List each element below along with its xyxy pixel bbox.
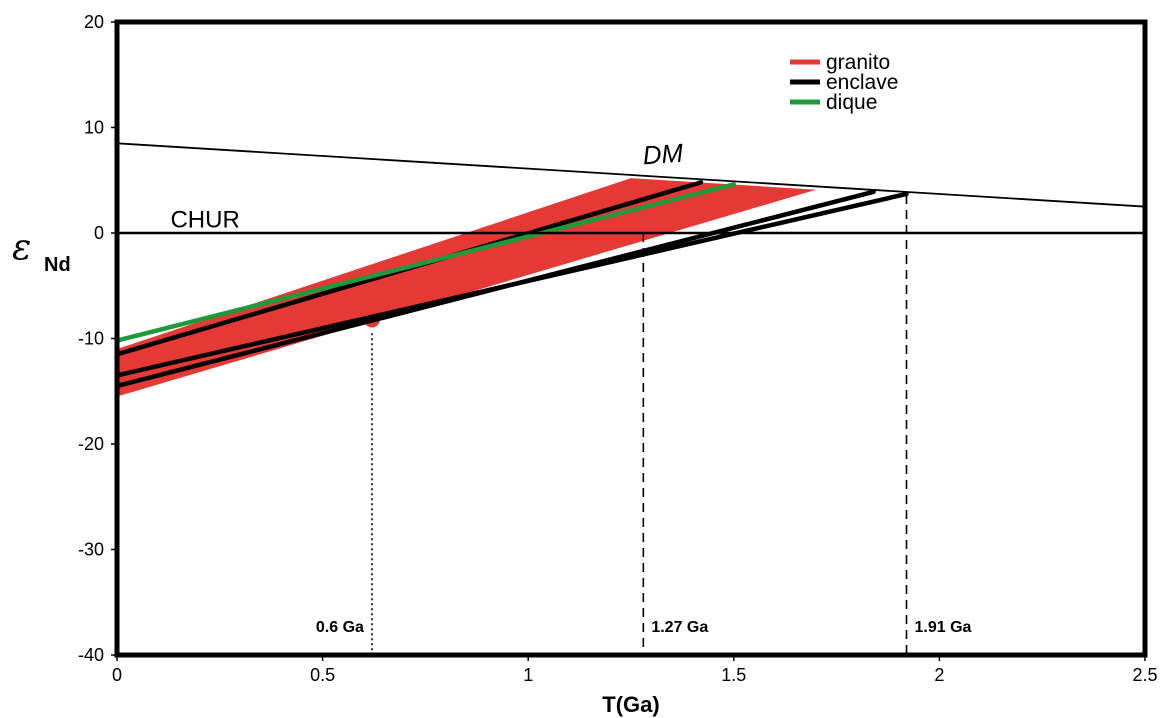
x-tick-label: 1.5 xyxy=(721,665,746,685)
legend-label-dique: dique xyxy=(826,91,877,114)
x-tick-label: 0 xyxy=(112,665,122,685)
model-age-label-1: 0.6 Ga xyxy=(316,619,364,636)
y-tick-label: -30 xyxy=(78,540,104,560)
y-tick-label: -20 xyxy=(78,434,104,454)
series-layer xyxy=(114,180,909,389)
x-tick-label: 2 xyxy=(934,665,944,685)
y-tick-label: -40 xyxy=(78,645,104,665)
x-tick-label: 2.5 xyxy=(1132,665,1157,685)
dm-reference-line xyxy=(116,142,1146,208)
y-tick-label: 0 xyxy=(94,223,104,243)
y-tick-label: 10 xyxy=(84,118,104,138)
model-age-layer: 0.6 Ga 1.27 Ga 1.91 Ga xyxy=(316,195,972,655)
x-tick-label: 1 xyxy=(523,665,533,685)
annotation-chur: CHUR xyxy=(170,207,239,234)
reference-lines-layer xyxy=(116,142,1146,235)
dique-line-4 xyxy=(114,182,737,343)
annotations-layer: DM CHUR xyxy=(170,138,684,234)
y-axis-label-epsilon: ε xyxy=(12,227,31,268)
model-age-label-2: 1.27 Ga xyxy=(651,619,708,636)
annotation-dm: DM xyxy=(642,138,685,171)
x-axis-label: T(Ga) xyxy=(602,692,659,717)
x-tick-label: 0.5 xyxy=(310,665,335,685)
legend-label-enclave: enclave xyxy=(826,71,898,94)
enclave-line-3 xyxy=(114,191,909,378)
ticks-layer: 0 0.5 1 1.5 2 2.5 -40 -30 -20 -10 0 10 20 xyxy=(78,12,1158,685)
y-axis-label: ε Nd xyxy=(12,227,71,276)
y-tick-label: -10 xyxy=(78,329,104,349)
y-tick-label: 20 xyxy=(84,12,104,32)
legend-label-granito: granito xyxy=(826,51,890,74)
model-age-label-3: 1.91 Ga xyxy=(915,619,972,636)
y-axis-label-nd: Nd xyxy=(44,254,71,276)
